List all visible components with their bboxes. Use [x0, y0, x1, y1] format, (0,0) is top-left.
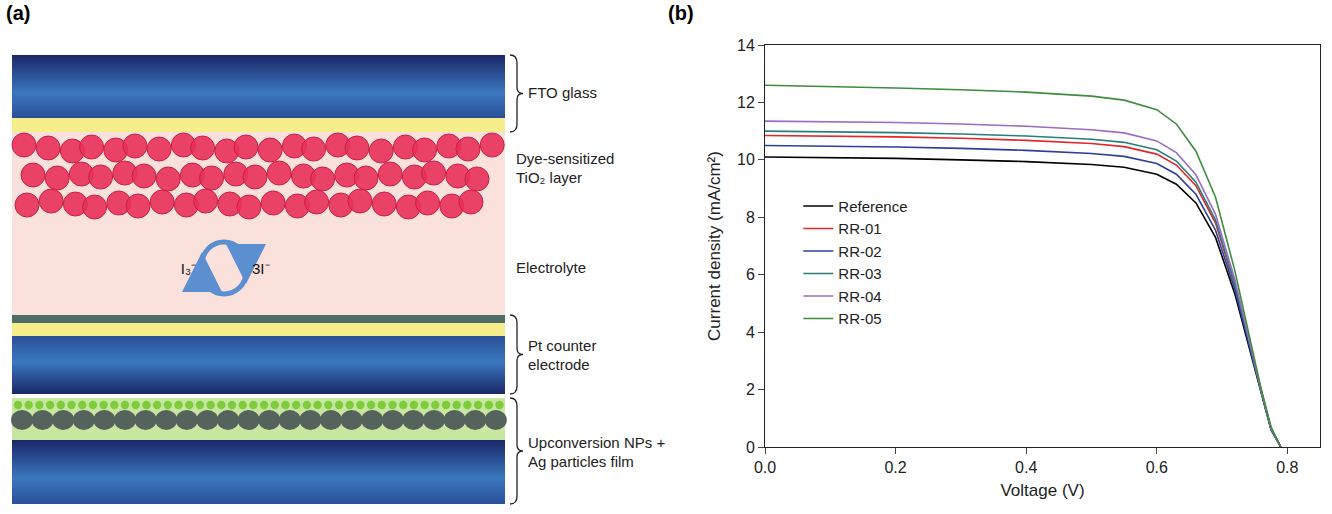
svg-text:14: 14	[737, 37, 755, 54]
svg-text:0.4: 0.4	[1015, 459, 1037, 476]
svg-text:0.2: 0.2	[884, 459, 906, 476]
svg-text:RR-03: RR-03	[838, 265, 881, 282]
svg-text:Upconversion NPs +Ag particles: Upconversion NPs +Ag particles film	[528, 434, 665, 470]
svg-text:0.6: 0.6	[1146, 459, 1168, 476]
svg-text:2: 2	[746, 381, 755, 398]
svg-text:FTO glass: FTO glass	[528, 84, 597, 101]
svg-text:0.0: 0.0	[754, 459, 776, 476]
svg-text:Pt counterelectrode: Pt counterelectrode	[528, 337, 596, 373]
svg-text:RR-01: RR-01	[838, 220, 881, 237]
svg-text:10: 10	[737, 151, 755, 168]
svg-text:I₃⁻: I₃⁻	[181, 260, 196, 277]
svg-text:RR-04: RR-04	[838, 288, 881, 305]
svg-text:4: 4	[746, 324, 755, 341]
html-text:(a): (a)	[6, 2, 31, 24]
svg-text:12: 12	[737, 94, 755, 111]
svg-text:6: 6	[746, 266, 755, 283]
svg-text:Electrolyte: Electrolyte	[516, 259, 586, 276]
svg-text:8: 8	[746, 209, 755, 226]
svg-text:RR-05: RR-05	[838, 310, 881, 327]
svg-text:Dye-sensitizedTiO₂ layer: Dye-sensitizedTiO₂ layer	[516, 150, 614, 186]
svg-text:Reference: Reference	[838, 198, 907, 215]
svg-text:0: 0	[746, 439, 755, 456]
svg-text:Current density (mA/cm²): Current density (mA/cm²)	[705, 151, 724, 341]
svg-text:3I⁻: 3I⁻	[252, 260, 270, 277]
svg-text:RR-02: RR-02	[838, 243, 881, 260]
html-text:(b): (b)	[668, 2, 694, 24]
svg-text:0.8: 0.8	[1276, 459, 1298, 476]
svg-text:Voltage (V): Voltage (V)	[1000, 481, 1084, 500]
